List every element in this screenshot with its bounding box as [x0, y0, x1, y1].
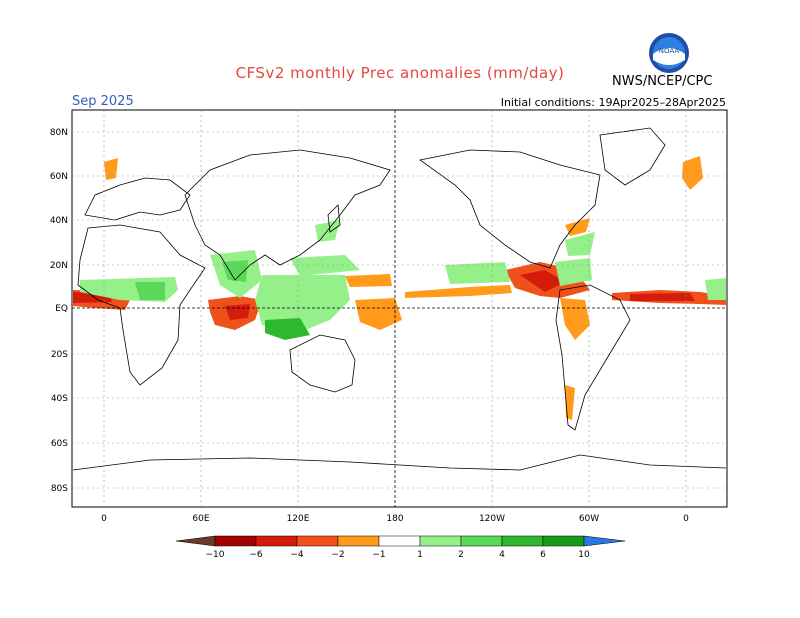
colorbar-tick: −2 [331, 550, 344, 560]
colorbar-swatch [460, 535, 503, 547]
asia-coastline [184, 149, 391, 281]
lon-label: 60E [192, 514, 209, 524]
wet-anomaly-india-core [222, 260, 248, 282]
dry-anomaly-east-pacific [405, 285, 512, 298]
lon-label: 120W [479, 514, 505, 524]
lon-label: 120E [287, 514, 310, 524]
svg-text:NOAA: NOAA [659, 47, 680, 55]
colorbar-swatch [337, 535, 380, 547]
colorbar-tick: 10 [578, 550, 590, 560]
colorbar-swatch [255, 535, 298, 547]
dry-anomaly-atlantic-north [565, 218, 590, 236]
dry-anomaly-central-america-core [520, 270, 565, 292]
gridlines [72, 110, 727, 507]
lat-label: EQ [55, 304, 68, 314]
dry-anomaly-nw-south-america [560, 298, 590, 340]
lat-label: 20S [51, 350, 68, 360]
colorbar-swatch [378, 535, 421, 547]
lon-label: 180 [386, 514, 403, 524]
lat-label: 80N [50, 128, 68, 138]
wet-anomaly-maritime-continent [255, 275, 350, 332]
colorbar-tick: 2 [458, 550, 464, 560]
initial-conditions: Initial conditions: 19Apr2025–28Apr2025 [500, 96, 726, 109]
chart-title: CFSv2 monthly Prec anomalies (mm/day) [235, 64, 565, 82]
wet-anomaly-philippines [290, 255, 360, 276]
colorbar-swatch [296, 535, 339, 547]
wet-anomaly-atlantic-east [705, 278, 726, 300]
wet-anomaly-maritime-continent-core [265, 318, 310, 340]
colorbar-tick: −10 [206, 550, 225, 560]
lat-label: 60N [50, 172, 68, 182]
lat-label: 20N [50, 261, 68, 271]
coastline-layer [72, 127, 727, 471]
colorbar-tick: 6 [540, 550, 546, 560]
colorbar-arrow-low [175, 535, 216, 547]
colorbar [175, 535, 626, 547]
colorbar-arrow-high [583, 535, 626, 547]
colorbar-swatch [542, 535, 585, 547]
lon-label: 0 [683, 514, 689, 524]
colorbar-ticks: −10 −6 −4 −2 −1 1 2 4 6 10 [206, 550, 590, 560]
map-frame [71, 109, 728, 508]
lon-label: 60W [579, 514, 599, 524]
colorbar-tick: −1 [372, 550, 385, 560]
japan-coastline [327, 204, 341, 233]
lon-label: 0 [101, 514, 107, 524]
lat-label: 80S [51, 484, 68, 494]
colorbar-swatch [501, 535, 544, 547]
dry-anomaly-west-pacific-north [345, 274, 392, 287]
greenland-coastline [599, 127, 666, 186]
dry-anomaly-greenland [682, 156, 703, 190]
colorbar-tick: −4 [290, 550, 304, 560]
dry-anomaly-europe [104, 158, 118, 180]
wet-anomaly-us-east [565, 232, 595, 256]
lat-label: 40S [51, 394, 68, 404]
colorbar-tick: 1 [417, 550, 423, 560]
south-america-coastline [555, 284, 631, 431]
antarctica-coastline [72, 454, 727, 471]
anomaly-layer [73, 156, 726, 420]
colorbar-tick: −6 [249, 550, 263, 560]
colorbar-tick: 4 [499, 550, 505, 560]
lat-label: 40N [50, 216, 68, 226]
lon-labels: 0 60E 120E 180 120W 60W 0 [101, 514, 689, 524]
dry-anomaly-atlantic-east-core [630, 293, 695, 301]
lat-label: 60S [51, 439, 68, 449]
africa-coastline [77, 224, 206, 386]
dry-anomaly-west-pacific-south [355, 298, 402, 330]
europe-coastline [84, 177, 191, 221]
organization-label: NWS/NCEP/CPC [612, 74, 713, 89]
north-america-coastline [419, 149, 601, 269]
noaa-logo-icon: NOAA [649, 33, 689, 73]
wet-anomaly-africa-core [135, 282, 165, 300]
colorbar-swatch [214, 535, 257, 547]
dry-anomaly-south-america-coast [565, 385, 575, 420]
lat-labels: 80N 60N 40N 20N EQ 20S 40S 60S 80S [50, 128, 68, 494]
wet-anomaly-central-pacific [445, 262, 510, 284]
colorbar-swatch [419, 535, 462, 547]
forecast-month: Sep 2025 [72, 94, 134, 109]
